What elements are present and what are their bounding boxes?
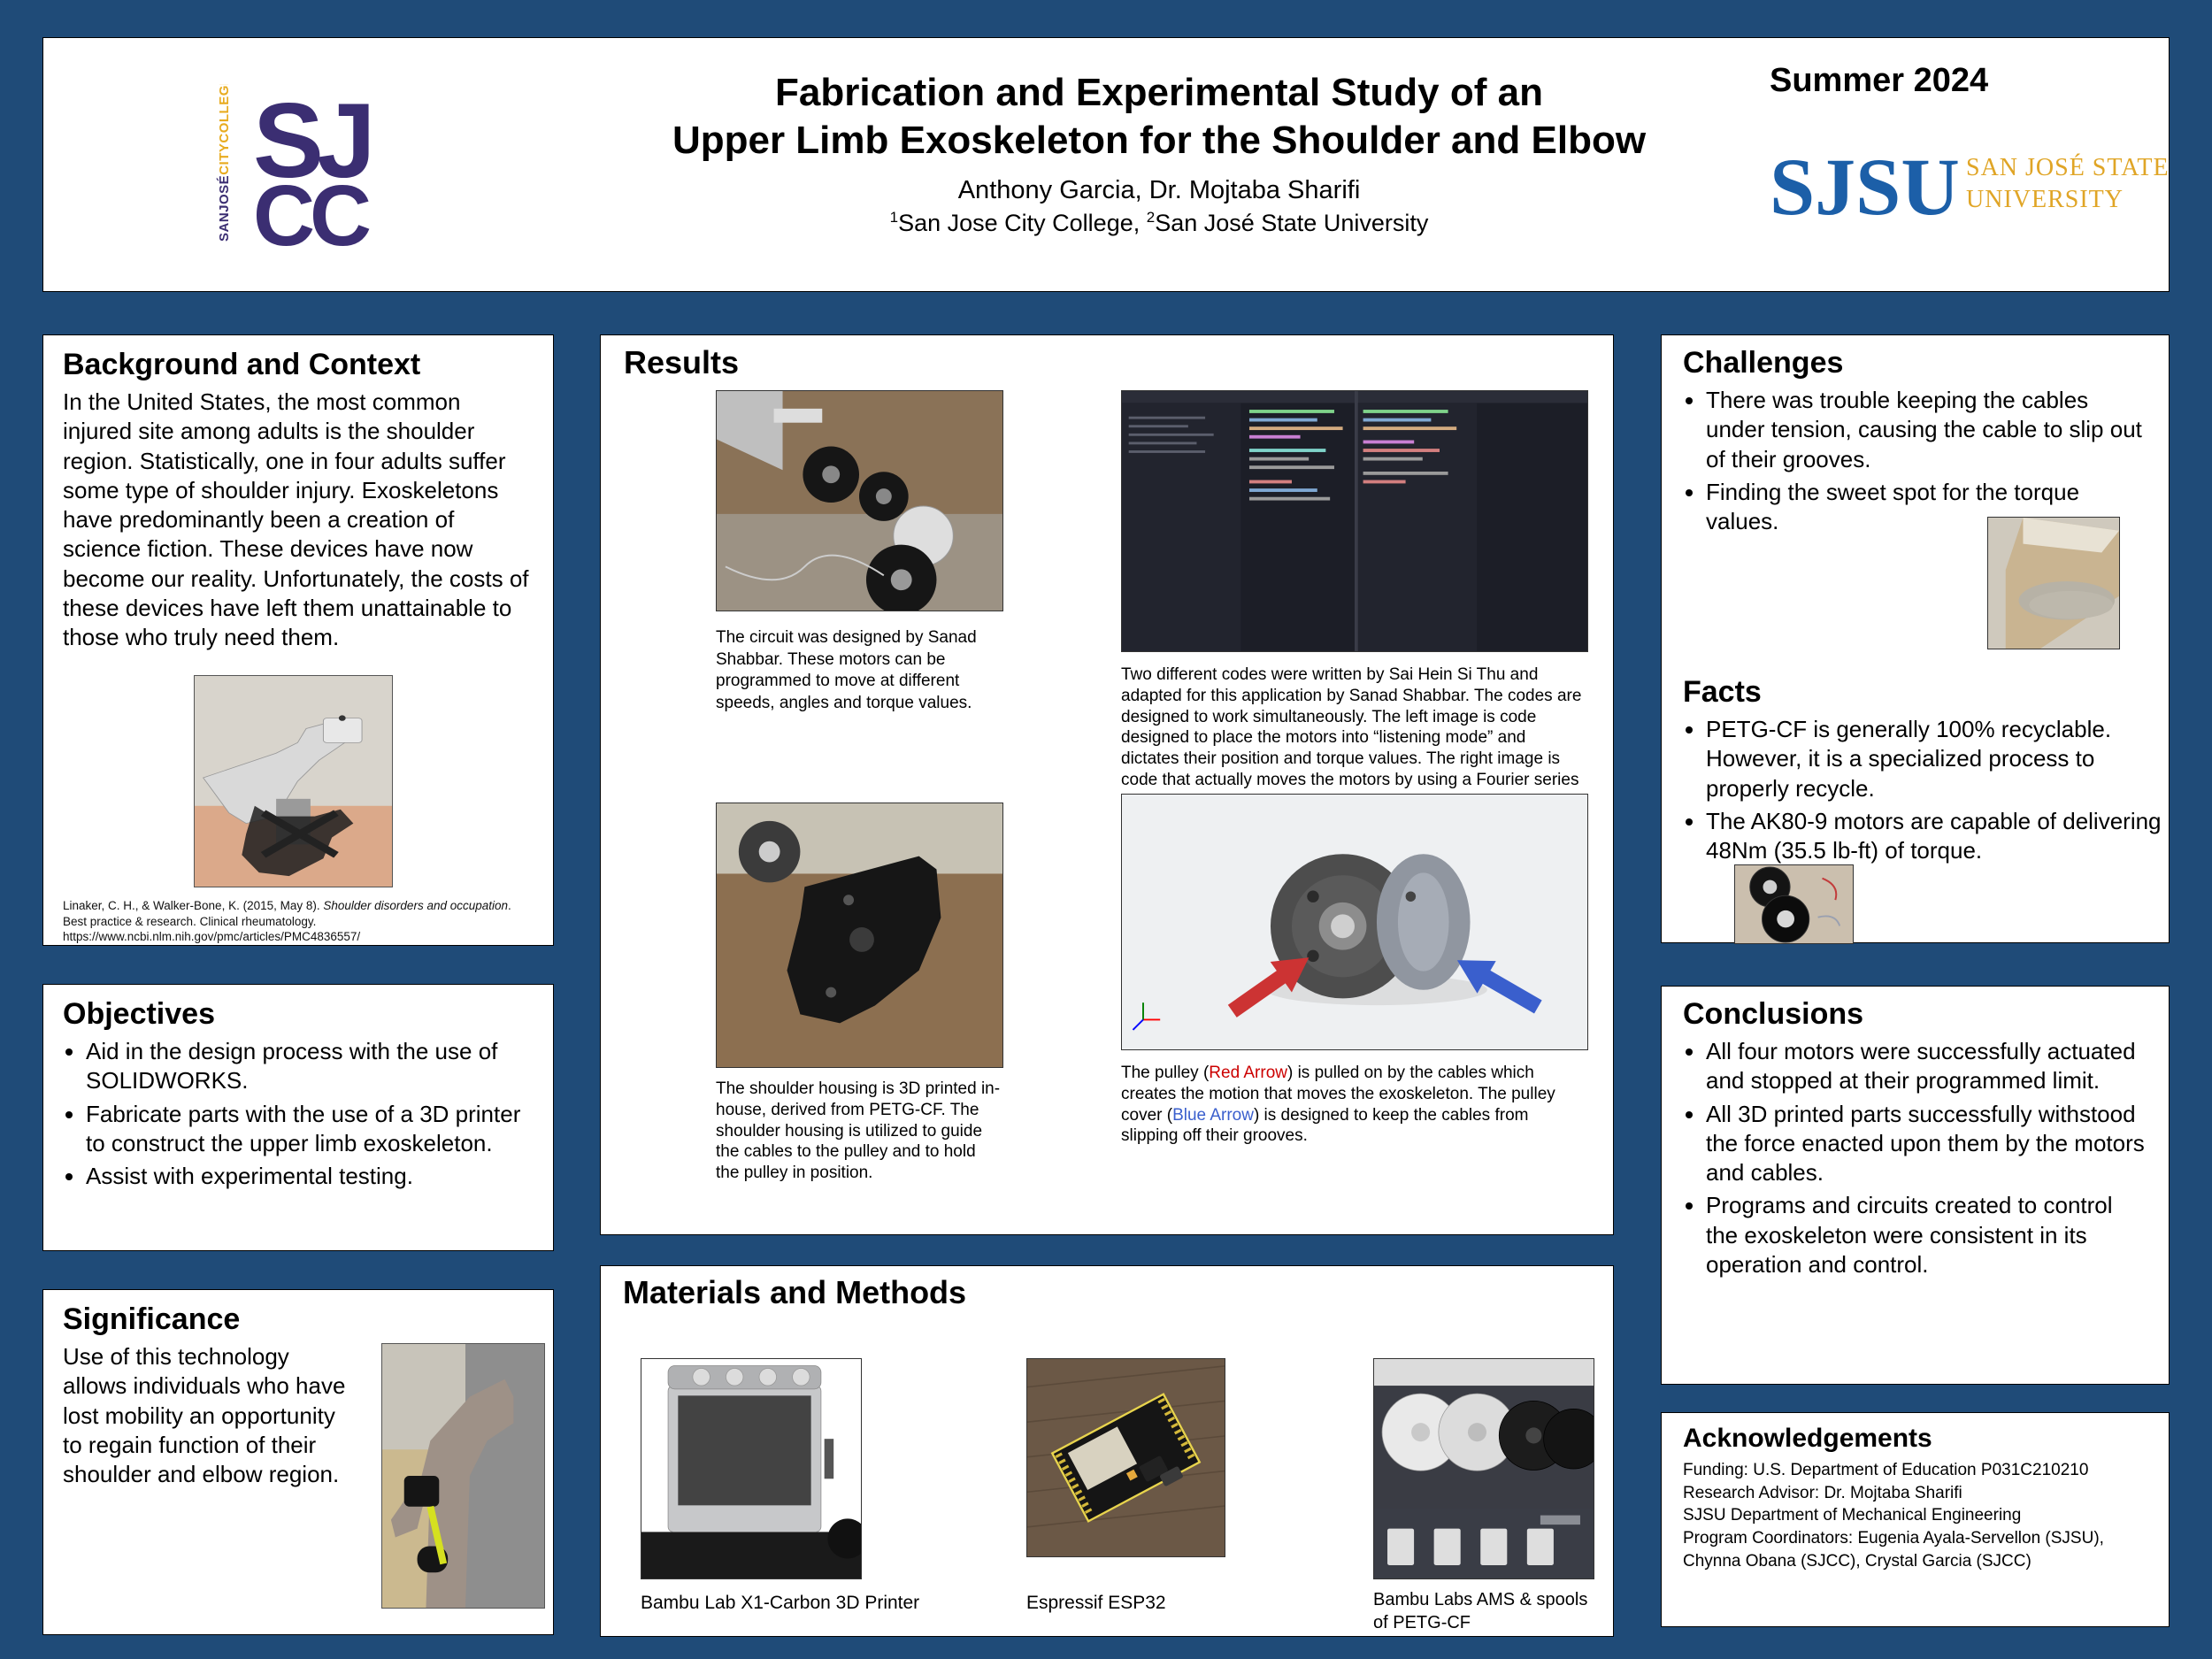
svg-text:SANJOSÉCITYCOLLEGE: SANJOSÉCITYCOLLEGE bbox=[217, 84, 232, 242]
svg-text:SAN JOSÉ STATE: SAN JOSÉ STATE bbox=[1966, 154, 2170, 181]
svg-text:SJSU: SJSU bbox=[1770, 142, 1960, 232]
svg-text:UNIVERSITY: UNIVERSITY bbox=[1966, 186, 2124, 213]
svg-text:CC: CC bbox=[253, 167, 370, 252]
